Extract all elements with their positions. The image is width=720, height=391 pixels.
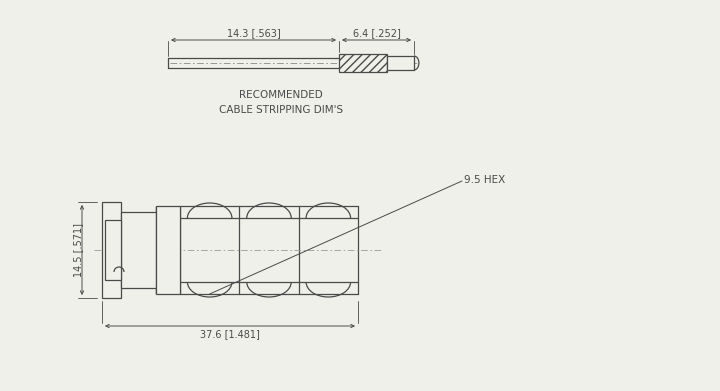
Bar xyxy=(339,54,387,72)
Text: 14.3 [.563]: 14.3 [.563] xyxy=(227,28,280,38)
Bar xyxy=(105,220,121,280)
Text: 37.6 [1.481]: 37.6 [1.481] xyxy=(200,329,260,339)
Bar xyxy=(156,206,180,294)
Bar xyxy=(387,56,414,70)
Text: 9.5 HEX: 9.5 HEX xyxy=(464,175,505,185)
Text: 14.5 [.571]: 14.5 [.571] xyxy=(73,223,83,277)
Text: 6.4 [.252]: 6.4 [.252] xyxy=(353,28,400,38)
Bar xyxy=(102,202,121,298)
Text: RECOMMENDED
CABLE STRIPPING DIM'S: RECOMMENDED CABLE STRIPPING DIM'S xyxy=(219,90,343,115)
Bar xyxy=(121,212,156,288)
